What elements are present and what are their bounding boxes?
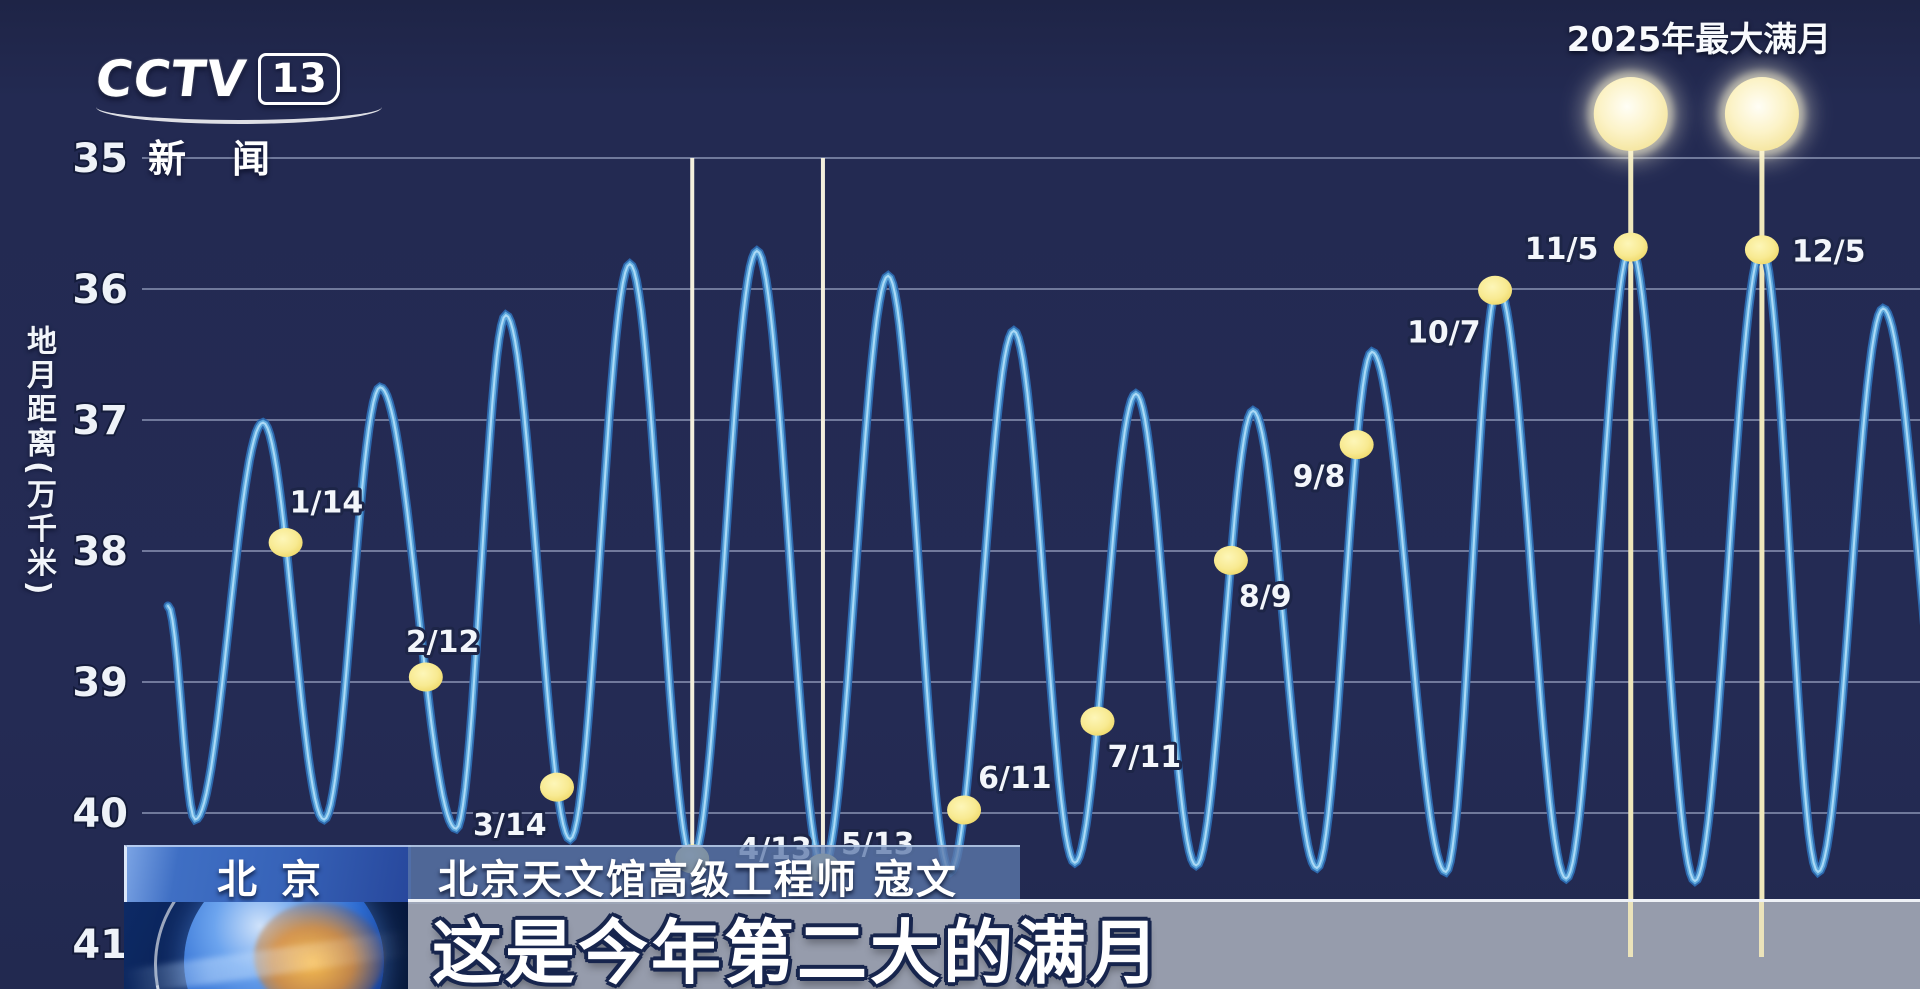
fullmoon-dot bbox=[1744, 235, 1779, 265]
fullmoon-date-label: 11/5 bbox=[1525, 232, 1599, 267]
fullmoon-date-label: 3/14 bbox=[473, 808, 547, 843]
fullmoon-date-label: 12/5 bbox=[1792, 235, 1866, 270]
y-tick-label: 35 bbox=[72, 136, 128, 182]
y-tick-label: 41 bbox=[72, 922, 128, 968]
fullmoon-dot bbox=[1613, 232, 1648, 262]
fullmoon-date-label: 9/8 bbox=[1293, 460, 1346, 495]
y-tick-label: 39 bbox=[72, 660, 128, 706]
fullmoon-dot bbox=[1339, 430, 1374, 460]
fullmoon-date-label: 6/11 bbox=[978, 761, 1052, 796]
caption-text: 这是今年第二大的满月 bbox=[432, 911, 1162, 989]
moon-icon bbox=[1724, 77, 1799, 151]
moon-icon bbox=[1593, 77, 1668, 151]
fullmoon-marker-line-overlay bbox=[1759, 902, 1765, 957]
y-tick-label: 36 bbox=[72, 267, 128, 313]
fullmoon-dot bbox=[539, 772, 574, 802]
fullmoon-dot bbox=[408, 662, 443, 692]
speaker-name-label: 北京天文馆高级工程师 寇文 bbox=[438, 856, 958, 903]
y-tick-label: 38 bbox=[72, 529, 128, 575]
fullmoon-date-label: 1/14 bbox=[290, 485, 364, 520]
fullmoon-date-label: 2/12 bbox=[406, 625, 480, 660]
biggest-fullmoon-annotation: 2025年最大满月 bbox=[1566, 20, 1832, 60]
channel-number-badge: 13 bbox=[258, 53, 340, 105]
location-label: 北京 bbox=[217, 856, 345, 903]
location-badge: 北京 bbox=[124, 845, 411, 904]
y-tick-label: 40 bbox=[72, 791, 128, 837]
fullmoon-date-label: 8/9 bbox=[1239, 579, 1292, 614]
y-tick-label: 37 bbox=[72, 398, 128, 444]
cctv-wordmark: CCTV bbox=[92, 50, 250, 108]
cctv-globe-logo bbox=[124, 902, 408, 989]
fullmoon-dot bbox=[1213, 545, 1248, 575]
channel-name-label: 新闻 bbox=[148, 137, 317, 181]
fullmoon-dot bbox=[1478, 275, 1513, 305]
fullmoon-marker-line-overlay bbox=[1628, 902, 1634, 957]
fullmoon-date-label: 7/11 bbox=[1107, 740, 1181, 775]
fullmoon-dot bbox=[947, 795, 982, 825]
cctv-channel-logo: CCTV 13 新闻 bbox=[92, 50, 382, 183]
fullmoon-dot bbox=[1080, 706, 1115, 736]
caption-banner: 这是今年第二大的满月 bbox=[408, 899, 1920, 989]
fullmoon-dot bbox=[268, 527, 303, 557]
speaker-banner: 北京天文馆高级工程师 寇文 bbox=[408, 845, 1020, 904]
fullmoon-date-label: 10/7 bbox=[1407, 315, 1481, 350]
y-axis-title: 地月距离(万千米) bbox=[21, 325, 56, 599]
logo-swoosh-icon bbox=[96, 90, 382, 124]
